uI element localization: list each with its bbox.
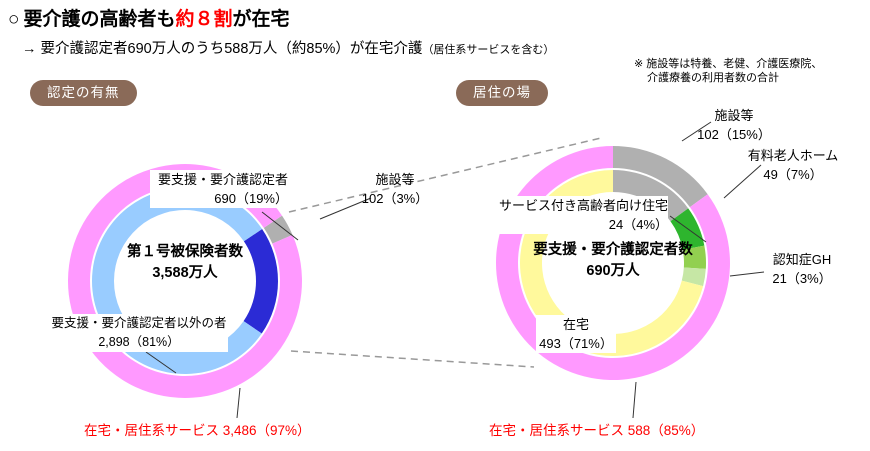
donut-segment-施設等	[613, 146, 708, 208]
res-donut-center-label: 要支援・要介護認定者数 690万人	[531, 240, 695, 282]
label-cert-home-services: 在宅・居住系サービス 3,486（97%）	[84, 423, 311, 438]
title-text-pre: 要介護の高齢者も	[23, 9, 176, 30]
arrow-icon: →	[22, 41, 37, 57]
leader-res-home	[632, 381, 637, 419]
label-service-housing-value: 24（4%）	[608, 217, 668, 232]
badge-place-of-residence: 居住の場	[456, 80, 548, 106]
footnote-line1: ※ 施設等は特養、老健、介護医療院、	[634, 58, 823, 70]
donut-segment-サービス付き高齢者向け住宅	[682, 245, 707, 269]
res-total-title: 要支援・要介護認定者数	[533, 242, 693, 258]
page-title: ○ 要介護の高齢者も約８割が在宅	[8, 4, 290, 31]
label-dementia-value: 21（3%）	[772, 271, 832, 286]
label-non-certified-name: 要支援・要介護認定者以外の者	[51, 316, 227, 330]
label-at-home-value: 493（71%）	[539, 336, 613, 351]
donut-segment-認知症GH	[681, 267, 706, 287]
label-cert-facility-value: 102（3%）	[361, 191, 429, 206]
donut-segment-施設等	[613, 170, 689, 222]
label-res-facility: 施設等 102（15%）	[692, 106, 776, 144]
label-res-home-services: 在宅・居住系サービス 588（85%）	[489, 423, 705, 438]
label-cert-facility: 施設等 102（3%）	[353, 170, 437, 208]
label-paid-elderly-home: 有料老人ホーム 49（7%）	[743, 146, 843, 184]
label-cert-facility-name: 施設等	[375, 172, 415, 187]
label-at-home-name: 在宅	[562, 317, 589, 332]
label-paid-elderly-home-value: 49（7%）	[763, 167, 823, 182]
cert-total-title: 第１号被保険者数	[127, 244, 243, 260]
label-dementia-name: 認知症GH	[772, 252, 832, 267]
title-highlight: 約８割	[175, 9, 233, 30]
badge-certification-status: 認定の有無	[30, 80, 137, 106]
label-res-facility-value: 102（15%）	[697, 127, 771, 142]
cert-total-value: 3,588万人	[152, 265, 218, 281]
label-at-home: 在宅 493（71%）	[536, 315, 616, 353]
label-service-housing: サービス付き高齢者向け住宅 24（4%）	[498, 196, 668, 234]
footnote: ※ 施設等は特養、老健、介護医療院、 介護療養の利用者数の合計	[634, 57, 822, 85]
label-non-certified-value: 2,898（81%）	[98, 335, 180, 349]
label-certified-name: 要支援・要介護認定者	[157, 172, 288, 187]
donut-segment-要支援・要介護認定者	[243, 229, 278, 334]
label-res-facility-name: 施設等	[714, 108, 754, 123]
leader-res-dementia	[729, 271, 765, 277]
title-text-post: が在宅	[232, 9, 290, 30]
label-certified: 要支援・要介護認定者 690（19%）	[150, 170, 288, 208]
cert-donut-center-label: 第１号被保険者数 3,588万人	[108, 242, 262, 284]
label-non-certified: 要支援・要介護認定者以外の者 2,898（81%）	[50, 314, 228, 352]
label-dementia-group-home: 認知症GH 21（3%）	[766, 250, 838, 288]
label-certified-value: 690（19%）	[214, 191, 288, 206]
res-total-value: 690万人	[586, 263, 640, 279]
label-service-housing-name: サービス付き高齢者向け住宅	[498, 198, 668, 213]
footnote-line2: 介護療養の利用者数の合計	[647, 72, 779, 84]
subtitle-suffix: （居住系サービスを含む）	[422, 44, 555, 56]
label-paid-elderly-home-name: 有料老人ホーム	[747, 148, 839, 163]
subtitle-text: 要介護認定者690万人のうち588万人（約85%）が在宅介護	[40, 41, 423, 57]
title-bullet-icon: ○	[8, 9, 20, 30]
subtitle: → 要介護認定者690万人のうち588万人（約85%）が在宅介護（居住系サービス…	[22, 37, 554, 58]
